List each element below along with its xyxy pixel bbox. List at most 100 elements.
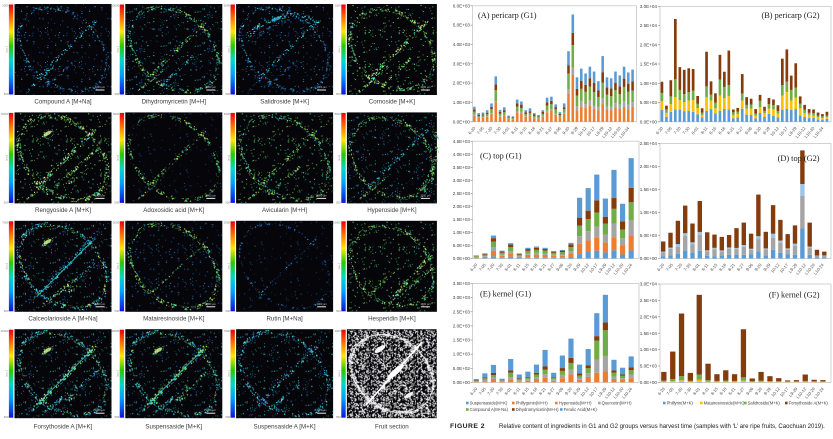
- svg-text:500: 500: [336, 309, 341, 313]
- svg-text:5.0E+02: 5.0E+02: [453, 243, 471, 248]
- svg-text:1000 µm: 1000 µm: [317, 193, 327, 197]
- svg-text:Suspensaside [M+K]: Suspensaside [M+K]: [145, 424, 202, 431]
- svg-text:3.5E+03: 3.5E+03: [453, 165, 471, 170]
- svg-text:[a.u.]: [a.u.]: [226, 263, 230, 269]
- svg-text:1000: 1000: [335, 329, 342, 333]
- svg-text:500: 500: [4, 309, 9, 313]
- svg-text:1.5E+03: 1.5E+03: [453, 338, 471, 343]
- svg-text:7000: 7000: [224, 329, 231, 333]
- svg-text:[a.u.]: [a.u.]: [116, 46, 120, 52]
- svg-text:[a.u.]: [a.u.]: [337, 370, 341, 376]
- svg-text:2.0E+04: 2.0E+04: [640, 164, 658, 169]
- svg-text:1000 µm: 1000 µm: [95, 408, 105, 412]
- svg-text:2.0E+03: 2.0E+03: [453, 324, 471, 329]
- svg-text:1000 µm: 1000 µm: [420, 85, 430, 89]
- svg-text:Suspensaside(M+K): Suspensaside(M+K): [470, 401, 508, 406]
- svg-text:1000: 1000: [335, 4, 342, 8]
- svg-text:5.0E+03: 5.0E+03: [640, 233, 658, 238]
- svg-text:[a.u.]: [a.u.]: [5, 263, 9, 269]
- svg-text:[a.u.]: [a.u.]: [337, 46, 341, 52]
- svg-text:Phillygenin(M+H): Phillygenin(M+H): [516, 401, 549, 406]
- svg-text:2.0E+03: 2.0E+03: [453, 81, 471, 86]
- svg-text:Suspensaside A [M+K]: Suspensaside A [M+K]: [254, 424, 316, 431]
- svg-text:20000: 20000: [1, 329, 9, 333]
- svg-text:500: 500: [115, 309, 120, 313]
- svg-text:1000 µm: 1000 µm: [317, 302, 327, 306]
- svg-text:Compound A [M+Na]: Compound A [M+Na]: [34, 99, 92, 106]
- svg-text:70000: 70000: [1, 112, 9, 116]
- svg-text:(A) pericarp (G1): (A) pericarp (G1): [478, 11, 537, 20]
- svg-text:500: 500: [336, 200, 341, 204]
- svg-text:6.0E+03: 6.0E+03: [453, 3, 471, 8]
- svg-text:10000: 10000: [333, 220, 341, 224]
- svg-text:5.0E+03: 5.0E+03: [640, 100, 658, 105]
- svg-text:2.0E+04: 2.0E+04: [640, 314, 658, 319]
- svg-text:3.0E+04: 3.0E+04: [640, 282, 658, 287]
- svg-text:1.5E+04: 1.5E+04: [640, 331, 658, 336]
- svg-text:4.5E+03: 4.5E+03: [453, 139, 471, 144]
- svg-text:1000 µm: 1000 µm: [420, 193, 430, 197]
- svg-text:1.0E+03: 1.0E+03: [453, 100, 471, 105]
- svg-text:5000: 5000: [224, 4, 231, 8]
- svg-text:Compound A(M+Na): Compound A(M+Na): [470, 407, 509, 412]
- svg-text:1000 µm: 1000 µm: [95, 193, 105, 197]
- svg-text:Avicularin [M+H]: Avicularin [M+H]: [262, 207, 307, 214]
- svg-text:500: 500: [4, 92, 9, 96]
- svg-text:3.0E+03: 3.0E+03: [453, 295, 471, 300]
- svg-text:Phillyrin(M+K): Phillyrin(M+K): [667, 401, 694, 406]
- svg-text:(C) top (G1): (C) top (G1): [480, 152, 522, 161]
- svg-text:500: 500: [115, 415, 120, 419]
- svg-text:1.0E+04: 1.0E+04: [640, 81, 658, 86]
- svg-text:1000 µm: 1000 µm: [206, 302, 216, 306]
- svg-text:3.0E+03: 3.0E+03: [453, 61, 471, 66]
- svg-text:1000 µm: 1000 µm: [420, 408, 430, 412]
- svg-text:Forsythoside A [M+K]: Forsythoside A [M+K]: [34, 424, 93, 431]
- svg-text:1000 µm: 1000 µm: [206, 193, 216, 197]
- svg-text:0.0E+00: 0.0E+00: [453, 256, 471, 261]
- svg-text:(D) top (G2): (D) top (G2): [778, 154, 820, 163]
- svg-text:1.5E+03: 1.5E+03: [453, 217, 471, 222]
- svg-text:500: 500: [336, 92, 341, 96]
- svg-text:500: 500: [225, 200, 230, 204]
- svg-text:(E) kernel (G1): (E) kernel (G1): [480, 290, 531, 299]
- svg-text:2.0E+03: 2.0E+03: [453, 204, 471, 209]
- svg-text:500: 500: [4, 415, 9, 419]
- svg-text:10000: 10000: [111, 4, 119, 8]
- svg-text:Hyperoside(M+H): Hyperoside(M+H): [559, 401, 593, 406]
- svg-text:[a.u.]: [a.u.]: [226, 155, 230, 161]
- svg-text:0.0E+00: 0.0E+00: [453, 380, 471, 385]
- svg-text:Dihydromyricetin [M+H]: Dihydromyricetin [M+H]: [142, 99, 207, 106]
- svg-text:(B) pericarp (G2): (B) pericarp (G2): [761, 11, 819, 20]
- svg-text:Cornoside [M+K]: Cornoside [M+K]: [369, 99, 416, 106]
- svg-text:7000: 7000: [2, 220, 9, 224]
- svg-text:Dihydromyricetin(M+H): Dihydromyricetin(M+H): [516, 407, 560, 412]
- svg-text:[a.u.]: [a.u.]: [226, 46, 230, 52]
- svg-text:(F) kernel (G2): (F) kernel (G2): [769, 291, 820, 300]
- svg-text:2.5E+03: 2.5E+03: [453, 309, 471, 314]
- svg-text:2.5E+04: 2.5E+04: [640, 141, 658, 146]
- svg-text:3.0E+03: 3.0E+03: [453, 178, 471, 183]
- svg-text:1000 µm: 1000 µm: [206, 408, 216, 412]
- svg-text:Adoxosidic acid [M+K]: Adoxosidic acid [M+K]: [143, 207, 204, 214]
- svg-text:1000 µm: 1000 µm: [317, 408, 327, 412]
- svg-text:5.0E+02: 5.0E+02: [453, 366, 471, 371]
- svg-text:[a.u.]: [a.u.]: [116, 370, 120, 376]
- svg-text:1.5E+04: 1.5E+04: [640, 187, 658, 192]
- svg-text:Hesperidin [M+K]: Hesperidin [M+K]: [368, 315, 416, 322]
- svg-text:500: 500: [115, 200, 120, 204]
- svg-text:4.0E+03: 4.0E+03: [453, 152, 471, 157]
- svg-text:4.0E+03: 4.0E+03: [453, 42, 471, 47]
- svg-text:[a.u.]: [a.u.]: [5, 46, 9, 52]
- svg-text:[a.u.]: [a.u.]: [5, 155, 9, 161]
- svg-text:1.0E+03: 1.0E+03: [453, 230, 471, 235]
- svg-text:1000 µm: 1000 µm: [420, 302, 430, 306]
- svg-text:1000 µm: 1000 µm: [95, 302, 105, 306]
- svg-text:Forsythoside A(M+K): Forsythoside A(M+K): [789, 401, 829, 406]
- svg-text:500: 500: [225, 415, 230, 419]
- svg-text:Matairesinoside(M+K): Matairesinoside(M+K): [704, 401, 745, 406]
- svg-text:500: 500: [225, 92, 230, 96]
- svg-text:Fruit section: Fruit section: [375, 424, 409, 431]
- svg-text:Rengyoside A [M+K]: Rengyoside A [M+K]: [35, 207, 91, 214]
- svg-text:1.0E+04: 1.0E+04: [640, 347, 658, 352]
